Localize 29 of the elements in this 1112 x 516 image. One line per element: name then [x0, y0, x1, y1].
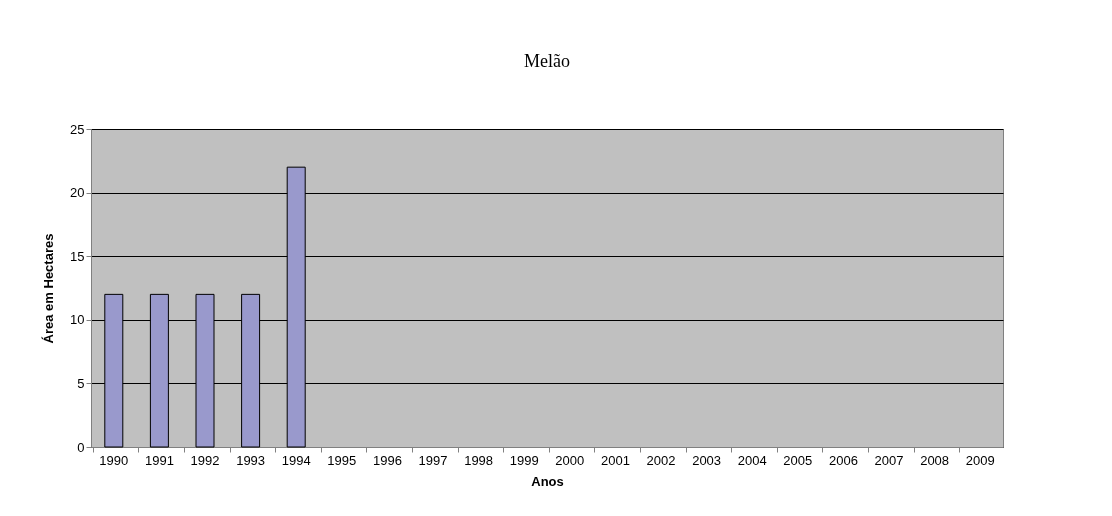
x-tick-label: 1994: [281, 452, 311, 468]
x-tick-label: 1996: [372, 452, 402, 468]
x-tick-label: 2009: [965, 452, 995, 468]
y-tick-label: 15: [70, 248, 85, 264]
x-tick-label: 1995: [327, 452, 357, 468]
x-tick-label: 2002: [646, 452, 676, 468]
x-tick-label: 2008: [920, 452, 950, 468]
x-tick-label: 1999: [509, 452, 539, 468]
x-tick-label: 1997: [418, 452, 448, 468]
y-tick-label: 20: [70, 185, 85, 201]
x-tick-label: 1991: [144, 452, 174, 468]
y-tick-label: 10: [70, 312, 85, 328]
x-tick-label: 1990: [99, 452, 129, 468]
x-tick-label: 2003: [692, 452, 722, 468]
x-tick-label: 1992: [190, 452, 220, 468]
x-tick-label: 2004: [737, 452, 767, 468]
y-axis-title: Área em Hectares: [41, 233, 57, 344]
x-tick-label: 1993: [236, 452, 266, 468]
chart-title: Melão: [524, 51, 570, 71]
x-tick-label: 2001: [600, 452, 630, 468]
x-tick-label: 2000: [555, 452, 585, 468]
y-tick-label: 0: [77, 439, 85, 455]
x-axis-title: Anos: [531, 473, 564, 489]
y-tick-label: 5: [77, 375, 85, 391]
y-tick-label: 25: [70, 121, 85, 137]
x-tick-label: 2007: [874, 452, 904, 468]
x-tick-label: 1998: [464, 452, 494, 468]
x-tick-label: 2006: [828, 452, 858, 468]
x-tick-label: 2005: [783, 452, 813, 468]
